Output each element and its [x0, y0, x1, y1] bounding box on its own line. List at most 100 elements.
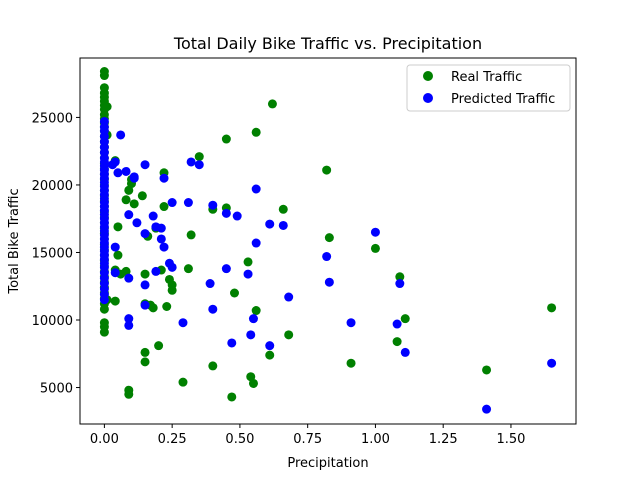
data-point	[265, 350, 275, 360]
data-point	[178, 318, 188, 328]
data-point	[140, 269, 150, 279]
data-point	[251, 184, 261, 194]
data-point	[278, 220, 288, 230]
data-point	[232, 211, 242, 221]
x-tick-label: 1.00	[361, 432, 390, 447]
data-point	[116, 130, 126, 140]
y-tick-label: 5000	[40, 382, 73, 397]
data-point	[162, 302, 172, 312]
x-tick-label: 1.50	[496, 432, 525, 447]
data-point	[167, 285, 177, 295]
data-point	[243, 257, 253, 267]
data-point	[151, 266, 161, 276]
data-point	[121, 195, 131, 205]
data-point	[121, 266, 131, 276]
data-point	[482, 365, 492, 375]
data-point	[221, 208, 231, 218]
data-point	[221, 134, 231, 144]
x-tick-label: 0.50	[225, 432, 254, 447]
data-point	[121, 166, 131, 176]
data-point	[124, 185, 134, 195]
data-point	[395, 272, 405, 282]
data-point	[159, 173, 169, 183]
data-point	[132, 218, 142, 228]
data-point	[124, 273, 134, 283]
data-point	[227, 392, 237, 402]
data-point	[124, 210, 134, 220]
y-axis: 5000 10000 15000 20000 25000	[32, 111, 80, 397]
data-point	[99, 327, 109, 337]
data-point	[110, 268, 120, 278]
data-point	[392, 319, 402, 329]
data-point	[148, 211, 158, 221]
data-point	[482, 404, 492, 414]
data-point	[148, 303, 158, 313]
legend-label-real-traffic: Real Traffic	[451, 70, 522, 85]
data-point	[400, 314, 410, 324]
x-tick-label: 1.25	[429, 432, 458, 447]
data-point	[229, 288, 239, 298]
data-point	[124, 314, 134, 324]
data-point	[110, 157, 120, 167]
x-axis: 0.00 0.25 0.50 0.75 1.00 1.25 1.50	[90, 424, 525, 447]
data-point	[140, 229, 150, 239]
data-point	[124, 320, 134, 330]
data-point	[140, 357, 150, 367]
data-point	[243, 269, 253, 279]
data-point	[346, 358, 356, 368]
data-point	[178, 377, 188, 387]
data-point	[183, 264, 193, 274]
data-point	[251, 127, 261, 137]
data-point	[167, 262, 177, 272]
data-point	[547, 358, 557, 368]
legend: Real Traffic Predicted Traffic	[406, 64, 571, 112]
data-point	[129, 199, 139, 209]
data-point	[99, 71, 109, 81]
series-predicted-traffic	[99, 116, 557, 414]
data-point	[154, 341, 164, 351]
data-point	[208, 361, 218, 371]
data-point	[113, 222, 123, 232]
data-point	[278, 204, 288, 214]
data-point	[227, 338, 237, 348]
data-point	[346, 318, 356, 328]
data-point	[137, 191, 147, 201]
data-point	[183, 198, 193, 208]
data-point	[99, 295, 109, 305]
data-point	[246, 372, 256, 382]
data-point	[322, 252, 332, 262]
data-point	[194, 160, 204, 170]
data-point	[324, 277, 334, 287]
data-point	[110, 296, 120, 306]
data-point	[284, 292, 294, 302]
y-tick-label: 10000	[32, 314, 73, 329]
data-point	[140, 347, 150, 357]
data-point	[246, 330, 256, 340]
data-point	[208, 200, 218, 210]
data-point	[110, 242, 120, 252]
data-point	[159, 242, 169, 252]
data-point	[140, 160, 150, 170]
data-point	[129, 173, 139, 183]
x-axis-title: Precipitation	[287, 456, 368, 471]
data-point	[140, 280, 150, 290]
legend-label-predicted-traffic: Predicted Traffic	[451, 92, 555, 107]
data-point	[395, 279, 405, 289]
data-point	[124, 389, 134, 399]
y-tick-label: 25000	[32, 111, 73, 126]
data-point	[113, 250, 123, 260]
y-tick-label: 20000	[32, 179, 73, 194]
data-point	[267, 99, 277, 109]
points-layer	[99, 67, 557, 414]
plot-area	[79, 57, 577, 425]
data-point	[186, 157, 196, 167]
data-point	[205, 279, 215, 289]
data-point	[265, 219, 275, 229]
data-point	[251, 306, 261, 316]
legend-marker-predicted-traffic	[423, 93, 433, 103]
axes-frame	[79, 57, 577, 425]
legend-box	[406, 64, 571, 112]
legend-marker-real-traffic	[423, 71, 433, 81]
data-point	[248, 378, 258, 388]
x-tick-label: 0.25	[158, 432, 187, 447]
